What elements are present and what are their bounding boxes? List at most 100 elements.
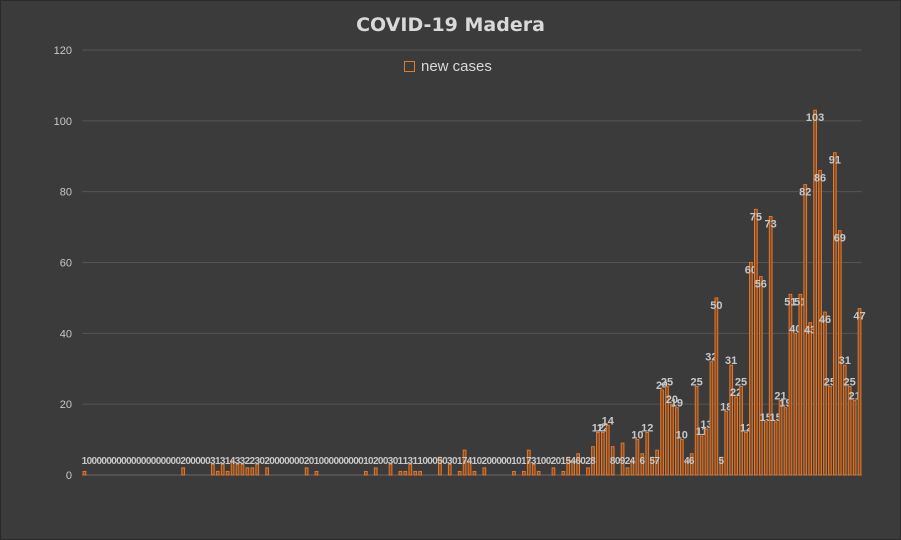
data-label: 5 <box>719 456 725 467</box>
data-label: 14 <box>602 415 615 427</box>
data-label: 50 <box>710 300 722 312</box>
bar <box>852 400 857 476</box>
data-label: 0 <box>491 456 497 467</box>
y-tick-label: 0 <box>66 470 72 482</box>
data-label: 0 <box>383 456 389 467</box>
data-label: 69 <box>834 233 846 245</box>
data-label: 19 <box>779 398 791 410</box>
data-label: 1 <box>398 456 404 467</box>
data-label: 0 <box>338 456 344 467</box>
data-label: 0 <box>432 456 438 467</box>
bar <box>773 421 778 476</box>
data-label: 21 <box>848 391 860 403</box>
data-label: 15 <box>769 412 781 424</box>
bar <box>265 467 269 476</box>
bar <box>551 467 556 476</box>
bar <box>482 467 487 476</box>
data-label: 82 <box>799 187 811 199</box>
data-label: 22 <box>730 387 742 399</box>
data-label: 0 <box>92 456 98 467</box>
data-label: 51 <box>784 296 796 308</box>
bar <box>521 470 526 476</box>
bar <box>788 293 793 476</box>
y-tick-label: 80 <box>60 187 72 199</box>
data-label: 18 <box>720 401 732 413</box>
data-label: 6 <box>640 456 646 467</box>
bar <box>645 432 650 476</box>
bar <box>586 467 590 476</box>
data-label: 1 <box>457 456 463 467</box>
bar <box>763 421 768 476</box>
bar <box>181 467 186 476</box>
bar <box>729 364 734 476</box>
bar <box>719 456 724 476</box>
data-label: 0 <box>333 456 339 467</box>
data-label: 0 <box>111 456 117 467</box>
data-label: 43 <box>804 325 816 337</box>
data-label: 0 <box>205 456 211 467</box>
data-label: 7 <box>462 456 468 467</box>
bar <box>571 460 576 476</box>
bar <box>754 208 758 476</box>
data-label: 1 <box>417 456 423 467</box>
y-tick-label: 60 <box>60 258 72 270</box>
data-label: 0 <box>141 456 147 467</box>
data-label: 2 <box>482 456 488 467</box>
bar <box>798 293 803 476</box>
bar <box>778 400 783 476</box>
bar <box>388 463 393 476</box>
bar <box>734 396 738 476</box>
y-tick-label: 20 <box>60 399 72 411</box>
bar <box>630 460 635 476</box>
bar <box>832 152 837 476</box>
y-tick-label: 120 <box>54 45 72 57</box>
data-label: 0 <box>146 456 152 467</box>
legend-swatch <box>404 60 415 72</box>
bar <box>566 456 571 476</box>
data-label: 3 <box>235 456 241 467</box>
data-label: 0 <box>615 456 621 467</box>
data-label: 0 <box>329 456 335 467</box>
bar <box>526 449 531 476</box>
data-label: 0 <box>175 456 181 467</box>
data-label: 0 <box>427 456 433 467</box>
data-label: 4 <box>684 456 690 467</box>
data-label: 2 <box>585 456 591 467</box>
data-label: 0 <box>284 456 290 467</box>
data-label: 0 <box>166 456 172 467</box>
bar <box>660 389 664 476</box>
bar <box>230 460 235 476</box>
data-label: 51 <box>794 296 806 308</box>
bar <box>447 463 452 476</box>
data-label: 0 <box>126 456 132 467</box>
data-label: 25 <box>735 376 747 388</box>
bar <box>364 470 368 476</box>
data-label: 19 <box>671 398 683 410</box>
data-label: 75 <box>750 211 762 223</box>
data-label: 1 <box>536 456 542 467</box>
data-label: 32 <box>705 352 717 364</box>
data-label: 1 <box>363 456 369 467</box>
bar <box>512 470 516 476</box>
bar <box>749 262 753 476</box>
bar <box>665 385 669 476</box>
data-label: 91 <box>829 155 841 167</box>
data-label: 0 <box>161 456 167 467</box>
data-label: 0 <box>496 456 502 467</box>
bar <box>803 184 808 476</box>
data-label: 1 <box>403 456 409 467</box>
data-label: 0 <box>96 456 102 467</box>
bar <box>245 467 250 476</box>
data-label: 0 <box>541 456 547 467</box>
data-label: 0 <box>353 456 359 467</box>
bar <box>304 467 309 476</box>
data-label: 3 <box>210 456 216 467</box>
data-label: 8 <box>610 456 616 467</box>
data-label: 46 <box>819 314 831 326</box>
data-label: 0 <box>580 456 586 467</box>
bar <box>847 385 852 476</box>
data-label: 1 <box>561 456 567 467</box>
data-label: 2 <box>551 456 557 467</box>
data-label: 2 <box>304 456 310 467</box>
bar <box>398 470 403 476</box>
